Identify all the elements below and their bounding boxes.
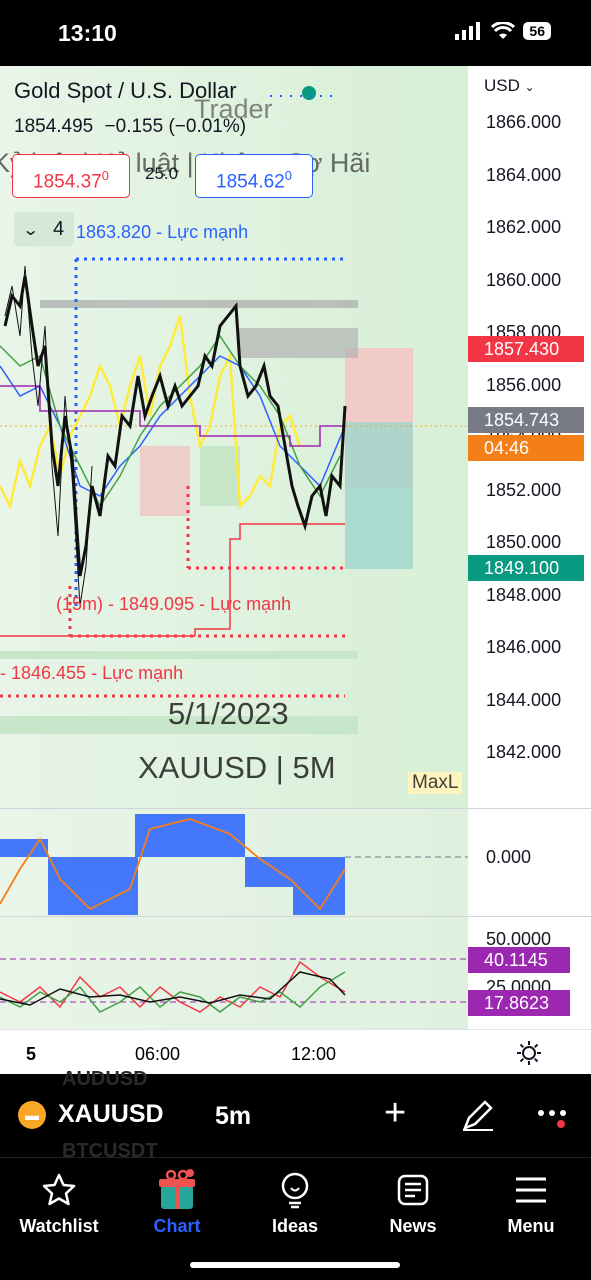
price-change: −0.155	[104, 116, 164, 137]
tab-label-news: News	[389, 1216, 437, 1236]
ghost-symbol-1: AUDUSD	[62, 1068, 148, 1090]
annotation-low-level: - 1846.455 - Lực mạnh	[0, 663, 184, 683]
home-indicator	[190, 1262, 400, 1268]
tab-label-watchlist: Watchlist	[19, 1216, 99, 1236]
tab-ideas[interactable]: Ideas	[240, 1170, 350, 1237]
short-position-profit-zone	[345, 422, 413, 569]
chevron-down-icon: ⌄	[21, 222, 40, 239]
buy-button[interactable]: 1854.620	[195, 154, 313, 198]
annotation-15m-level: (15m) - 1849.095 - Lực mạnh	[56, 594, 292, 614]
price-tick: 1844.000	[486, 689, 562, 710]
macd-pane[interactable]: 0.000	[0, 808, 591, 916]
signal-icon	[455, 22, 481, 40]
symbol-title[interactable]: Gold Spot / U.S. Dollar	[14, 78, 237, 103]
price-label-lower: 1849.100	[468, 555, 584, 581]
macd-scale	[468, 809, 591, 916]
status-bar: 13:10 56	[0, 0, 591, 66]
rsi-pane[interactable]: 50.0000 40.1145 25.0000 17.8623	[0, 916, 591, 1029]
support-band-2	[0, 716, 358, 734]
symbol-toolbar: AUDUSD BTCUSDT ▬ XAUUSD 5m +	[0, 1068, 591, 1162]
tab-label-ideas: Ideas	[271, 1216, 319, 1236]
settings-gear-icon[interactable]	[516, 1040, 542, 1066]
tab-chart[interactable]: Chart	[122, 1169, 232, 1237]
price-label-upper: 1857.430	[468, 336, 584, 362]
price-tick: 1866.000	[486, 112, 562, 132]
bottom-panel: AUDUSD BTCUSDT ▬ XAUUSD 5m + Watchlist C…	[0, 1068, 591, 1280]
chart-area[interactable]: Trader Kỷ luật | Kỷ luật | Không Sợ Hãi …	[0, 66, 591, 1074]
ghost-symbol-2: BTCUSDT	[62, 1140, 158, 1162]
tab-label-menu: Menu	[507, 1216, 555, 1236]
price-tick: 1848.000	[486, 584, 562, 605]
tab-menu[interactable]: Menu	[476, 1170, 586, 1237]
tab-news[interactable]: News	[358, 1170, 468, 1237]
drawing-pen-icon[interactable]	[461, 1098, 495, 1132]
price-tick: 1842.000	[486, 742, 562, 762]
price-tick: 1856.000	[486, 374, 562, 395]
bottom-tab-bar: Watchlist Chart Ideas News Menu	[0, 1158, 591, 1280]
buy-price-pip: 0	[284, 168, 292, 183]
price-tick: 1846.000	[486, 637, 562, 657]
price-tick: 1852.000	[486, 479, 562, 500]
tab-watchlist[interactable]: Watchlist	[4, 1170, 114, 1237]
currency-label: USD	[484, 76, 520, 95]
rsi-value-1: 40.1145	[468, 947, 570, 973]
notification-dot	[557, 1120, 565, 1128]
chevron-down-icon: ⌄	[524, 80, 535, 94]
maxl-label: MaxL	[408, 772, 463, 794]
price-label-current: 1854.743	[468, 407, 584, 433]
price-tick: 1850.000	[486, 532, 562, 552]
ohlc-readout: 1854.495 −0.155 (−0.01%)	[14, 116, 246, 138]
symbol-selector[interactable]: ▬ XAUUSD	[18, 1100, 164, 1129]
time-axis[interactable]: 5 06:00 12:00	[0, 1029, 591, 1074]
lightbulb-icon	[281, 1172, 309, 1209]
indicators-toggle[interactable]: ⌄ 4	[14, 212, 74, 246]
status-icons: 56	[455, 22, 551, 40]
macd-histogram	[0, 814, 468, 915]
last-price: 1854.495	[14, 116, 94, 137]
wifi-icon	[491, 22, 516, 39]
star-icon	[42, 1173, 76, 1206]
symbol-name: XAUUSD	[58, 1100, 164, 1128]
price-tick: 1864.000	[486, 164, 562, 185]
watermark-symbol: XAUUSD | 5M	[138, 750, 336, 785]
interval-selector[interactable]: 5m	[215, 1102, 252, 1130]
price-change-pct: (−0.01%)	[168, 116, 247, 137]
add-plus-icon[interactable]: +	[384, 1092, 407, 1134]
sell-price: 1854.37	[33, 171, 102, 193]
rsi-value-2: 17.8623	[468, 990, 570, 1016]
price-tick: 1860.000	[486, 269, 562, 290]
indicators-count: 4	[52, 218, 65, 240]
rsi-lines	[0, 958, 468, 1013]
price-tick: 1862.000	[486, 217, 562, 237]
macd-zero-label: 0.000	[486, 847, 532, 867]
gold-icon: ▬	[18, 1100, 46, 1129]
battery-indicator: 56	[523, 22, 551, 40]
supply-zone	[238, 328, 358, 358]
tab-label-chart: Chart	[153, 1216, 201, 1236]
watermark-date: 5/1/2023	[168, 696, 289, 731]
more-options-icon[interactable]	[538, 1110, 566, 1116]
sell-price-pip: 0	[101, 168, 109, 183]
time-label-day: 5	[26, 1044, 37, 1064]
time-label-0600: 06:00	[135, 1044, 181, 1064]
sell-button[interactable]: 1854.370	[12, 154, 130, 198]
main-price-pane[interactable]: Trader Kỷ luật | Kỷ luật | Không Sợ Hãi …	[0, 66, 468, 808]
spread-value: 25.0	[145, 164, 179, 183]
menu-icon	[516, 1177, 546, 1203]
price-chart-canvas	[0, 86, 468, 734]
currency-selector[interactable]: USD ⌄	[484, 76, 535, 96]
status-time: 13:10	[58, 20, 117, 46]
annotation-top-level: 1863.820 - Lực mạnh	[76, 222, 249, 242]
chart-gift-icon	[159, 1169, 195, 1209]
countdown-label: 04:46	[468, 435, 584, 461]
resistance-band	[40, 300, 358, 308]
watermark-trader: Trader	[194, 94, 273, 124]
rsi-top-label: 50.0000	[486, 929, 552, 949]
news-icon	[397, 1174, 429, 1206]
time-label-1200: 12:00	[291, 1044, 337, 1064]
live-indicator-dot	[302, 86, 316, 100]
buy-price: 1854.62	[216, 171, 285, 193]
support-band	[0, 651, 358, 659]
